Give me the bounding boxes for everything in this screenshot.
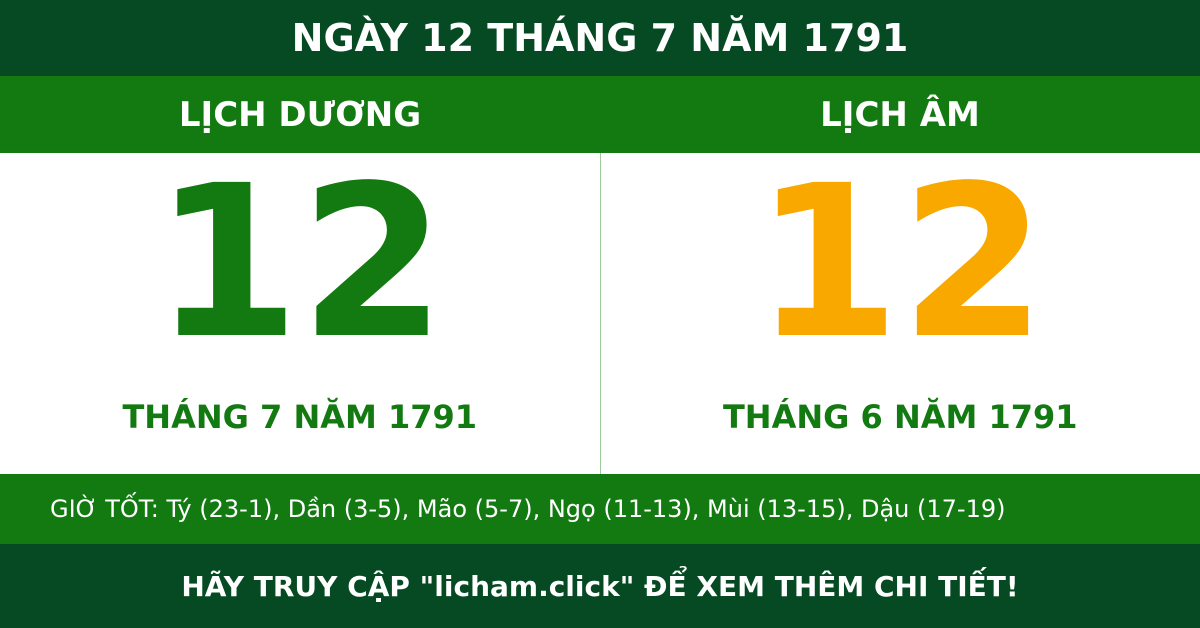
footer: HÃY TRUY CẬP "licham.click" ĐỂ XEM THÊM … [0,544,1200,628]
title: NGÀY 12 THÁNG 7 NĂM 1791 [0,0,1200,76]
solar-header: LỊCH DƯƠNG [178,94,422,135]
solar-day: 12 [153,140,446,385]
lunar-day: 12 [754,140,1047,385]
good-hours: GIỜ TỐT: Tý (23-1), Dần (3-5), Mão (5-7)… [0,474,1200,544]
column-headers: LỊCH DƯƠNG LỊCH ÂM [0,76,1200,153]
lunar-column: 12 THÁNG 6 NĂM 1791 [599,140,1200,474]
solar-month: THÁNG 7 NĂM 1791 [122,398,478,436]
lunar-header: LỊCH ÂM [820,94,980,135]
solar-column: 12 THÁNG 7 NĂM 1791 [0,153,600,474]
columns: 12 THÁNG 7 NĂM 1791 12 THÁNG 6 NĂM 1791 [0,153,1200,474]
lunar-month: THÁNG 6 NĂM 1791 [722,398,1078,436]
